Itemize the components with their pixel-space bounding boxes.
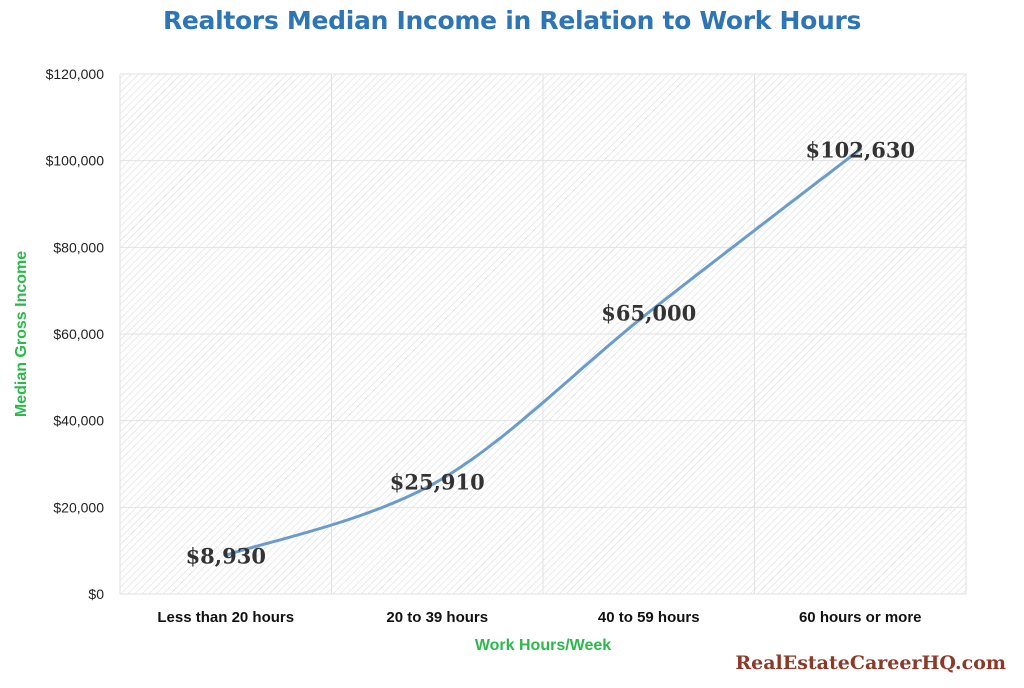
y-tick-label: $40,000 <box>53 413 104 429</box>
y-axis-label: Median Gross Income <box>13 251 30 417</box>
data-label: $102,630 <box>805 137 915 162</box>
y-tick-label: $20,000 <box>53 499 104 515</box>
y-tick-label: $60,000 <box>53 326 104 342</box>
x-axis-label: Work Hours/Week <box>475 637 611 654</box>
data-point <box>224 553 228 557</box>
data-label: $8,930 <box>186 543 266 568</box>
x-tick-label: Less than 20 hours <box>157 609 294 626</box>
x-tick-label: 40 to 59 hours <box>598 609 700 626</box>
data-point <box>435 480 439 484</box>
data-point <box>647 310 651 314</box>
data-label: $25,910 <box>390 470 485 495</box>
x-tick-label: 20 to 39 hours <box>386 609 488 626</box>
data-point <box>858 147 862 151</box>
data-label: $65,000 <box>601 300 696 325</box>
watermark-text: RealEstateCareerHQ.com <box>735 652 1006 674</box>
series-line <box>224 147 862 557</box>
y-tick-label: $100,000 <box>46 153 105 169</box>
y-tick-label: $120,000 <box>46 66 105 82</box>
y-tick-label: $0 <box>88 586 104 602</box>
chart-title: Realtors Median Income in Relation to Wo… <box>162 6 862 35</box>
x-tick-label: 60 hours or more <box>799 609 922 626</box>
y-tick-label: $80,000 <box>53 239 104 255</box>
